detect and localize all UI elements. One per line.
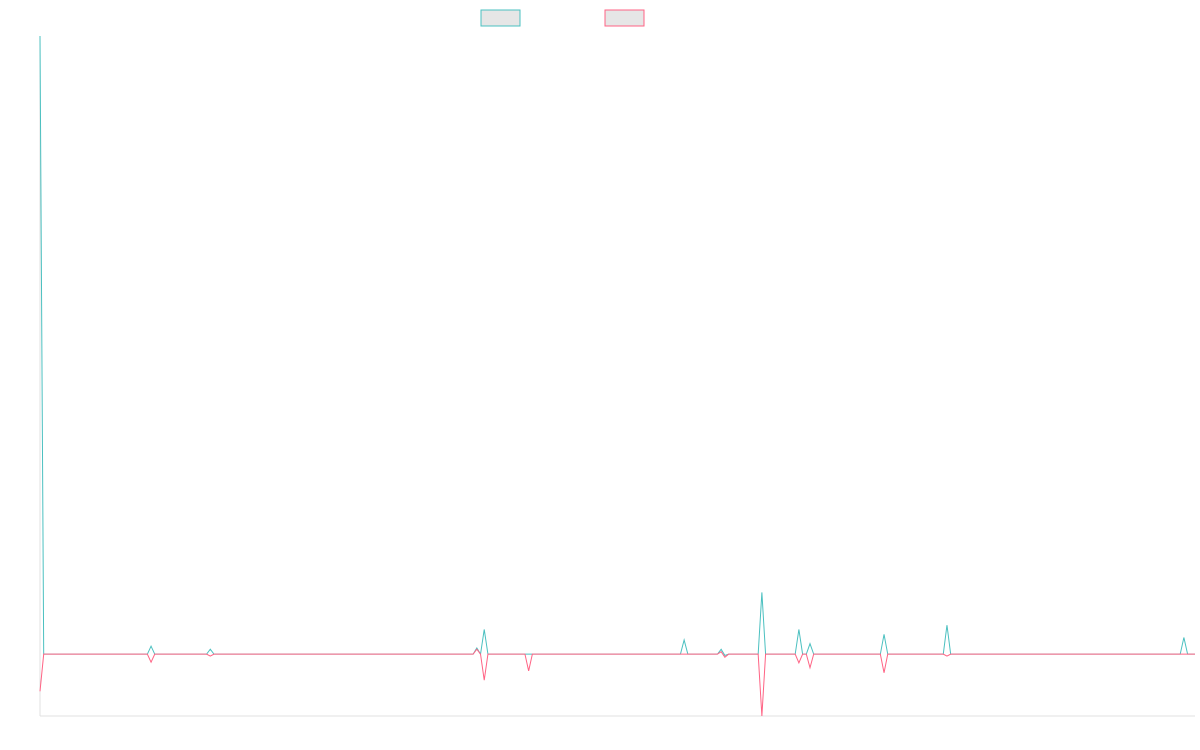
legend-swatch[interactable] <box>480 9 521 27</box>
legend-swatch[interactable] <box>604 9 645 27</box>
series-line <box>39 648 1195 717</box>
series-line <box>39 35 1195 657</box>
